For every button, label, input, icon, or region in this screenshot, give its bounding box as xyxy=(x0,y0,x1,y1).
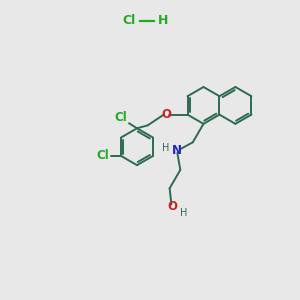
Text: H: H xyxy=(162,143,170,153)
Text: N: N xyxy=(172,144,182,157)
Text: O: O xyxy=(168,200,178,213)
Text: Cl: Cl xyxy=(114,111,127,124)
Text: H: H xyxy=(180,208,188,218)
Text: O: O xyxy=(161,108,171,121)
Text: Cl: Cl xyxy=(96,149,109,162)
Text: Cl: Cl xyxy=(123,14,136,27)
Text: H: H xyxy=(158,14,169,27)
